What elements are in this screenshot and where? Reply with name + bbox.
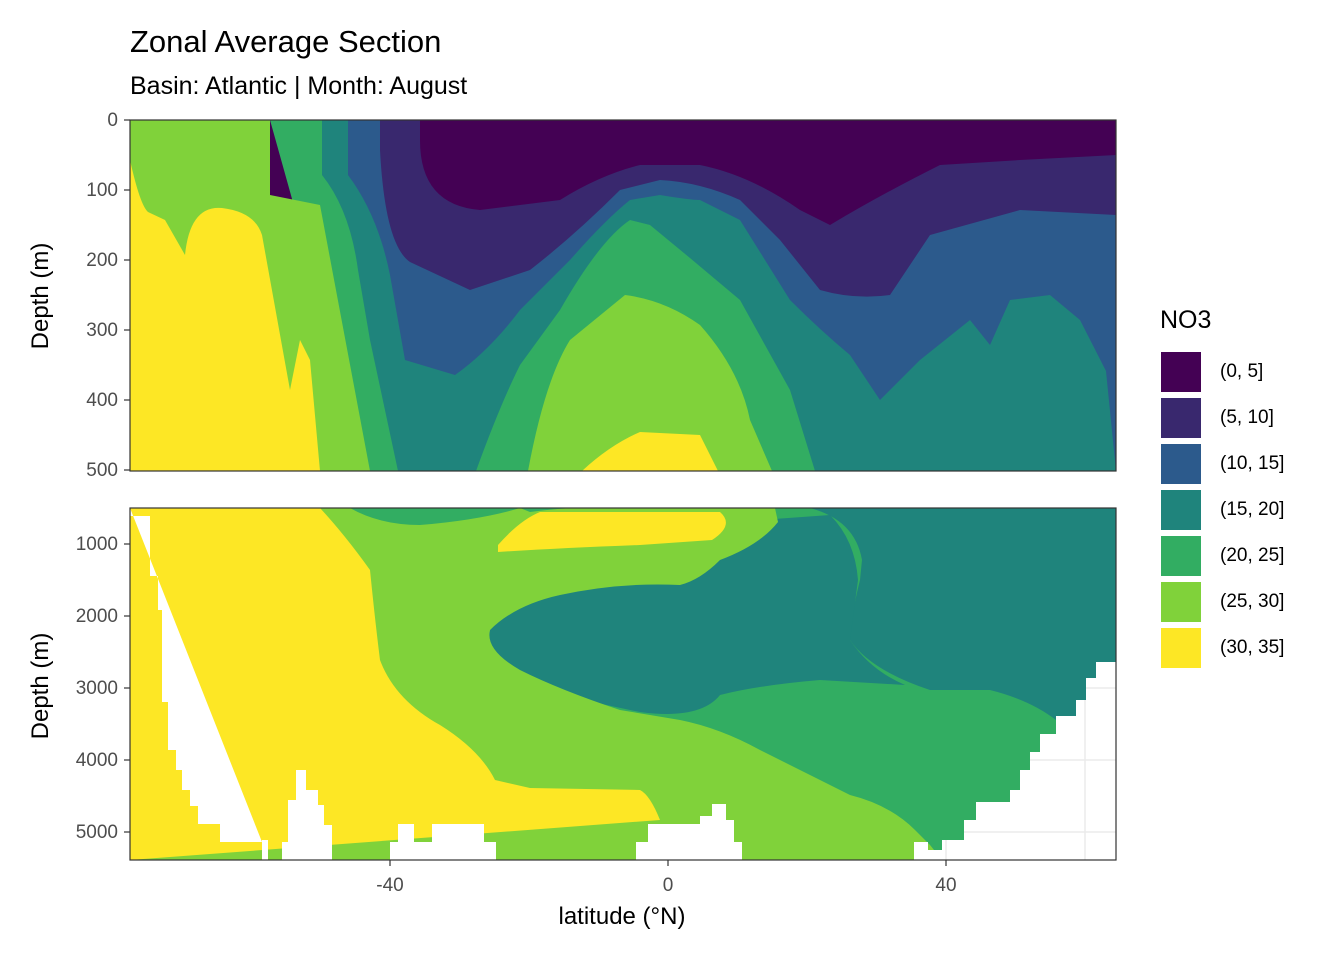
lower-bin-30-35-core (498, 512, 726, 552)
legend-items: (0, 5] (5, 10] (10, 15] (15, 20] (20, 25] (25… (1160, 349, 1330, 671)
panel-lower (130, 508, 1116, 860)
upper-y-tick-100: 100 (86, 180, 118, 201)
upper-y-tick-400: 400 (86, 390, 118, 411)
legend-label: (25, 30] (1220, 591, 1285, 612)
x-axis: -40 0 40 latitude (°N) (376, 860, 957, 930)
legend-item: (5, 10] (1160, 395, 1330, 441)
upper-y-axis: 0 100 200 300 400 500 Depth (m) (27, 110, 130, 481)
legend-swatch (1160, 581, 1202, 623)
lower-bin-15-20-tongue (487, 515, 905, 714)
legend-swatch (1160, 351, 1202, 393)
lower-y-tick-4000: 4000 (76, 750, 118, 771)
legend-swatch (1160, 627, 1202, 669)
lower-y-tick-3000: 3000 (76, 678, 118, 699)
legend-title: NO3 (1160, 306, 1212, 334)
legend-swatch (1160, 443, 1202, 485)
upper-y-tick-300: 300 (86, 320, 118, 341)
lower-bin-30-35 (130, 508, 660, 860)
lower-seafloor-north (914, 842, 942, 860)
lower-y-tick-5000: 5000 (76, 822, 118, 843)
legend-swatch (1160, 397, 1202, 439)
legend-label: (30, 35] (1220, 637, 1285, 658)
legend-item: (0, 5] (1160, 349, 1330, 395)
upper-panel-border (129, 119, 1117, 472)
legend-item: (20, 25] (1160, 533, 1330, 579)
lower-seafloor-mid (636, 804, 742, 860)
legend-label: (20, 25] (1220, 545, 1285, 566)
upper-y-axis-label: Depth (m) (27, 243, 54, 350)
chart-subtitle: Basin: Atlantic | Month: August (130, 72, 468, 100)
upper-y-tick-0: 0 (107, 110, 118, 131)
lower-panel-border (129, 507, 1117, 861)
legend-item: (15, 20] (1160, 487, 1330, 533)
upper-bin-30-35-core (582, 432, 718, 471)
chart-title: Zonal Average Section (130, 24, 442, 59)
upper-bin-25-30-core (528, 295, 772, 471)
upper-y-tick-500: 500 (86, 460, 118, 481)
legend-swatch (1160, 535, 1202, 577)
lower-y-axis: 1000 2000 3000 4000 5000 Depth (m) (27, 534, 130, 843)
legend-item: (30, 35] (1160, 625, 1330, 671)
lower-bin-20-25-cap (320, 508, 520, 525)
panel-upper (130, 120, 1116, 471)
legend-label: (0, 5] (1220, 361, 1264, 382)
legend-label: (10, 15] (1220, 453, 1285, 474)
legend-item: (25, 30] (1160, 579, 1330, 625)
upper-bin-20-25 (270, 120, 1116, 471)
x-axis-label: latitude (°N) (559, 903, 686, 930)
x-tick-minus40: -40 (376, 875, 403, 896)
x-tick-40: 40 (935, 875, 956, 896)
lower-seafloor-south (130, 508, 496, 860)
legend-label: (15, 20] (1220, 499, 1285, 520)
legend-item: (10, 15] (1160, 441, 1330, 487)
legend-label: (5, 10] (1220, 407, 1274, 428)
x-tick-0: 0 (663, 875, 674, 896)
upper-y-tick-200: 200 (86, 250, 118, 271)
lower-y-axis-label: Depth (m) (27, 633, 54, 740)
lower-y-tick-1000: 1000 (76, 534, 118, 555)
legend: NO3 (0, 5] (5, 10] (10, 15] (15, 20] (20, 25… (1160, 306, 1330, 671)
legend-swatch (1160, 489, 1202, 531)
upper-bin-30-35 (130, 160, 320, 471)
lower-y-tick-2000: 2000 (76, 606, 118, 627)
